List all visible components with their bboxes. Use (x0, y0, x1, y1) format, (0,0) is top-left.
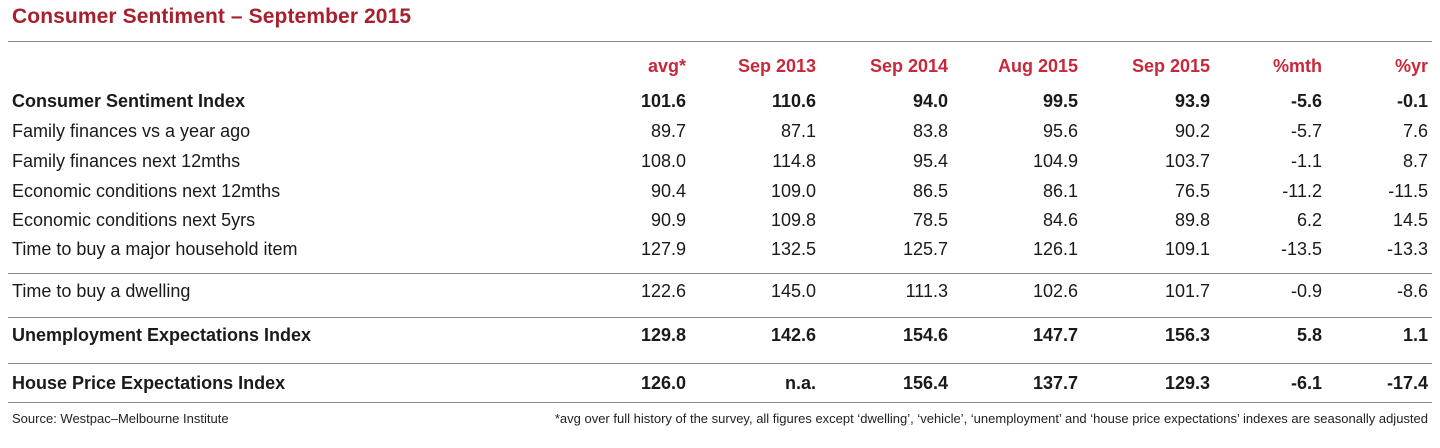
table-cell: 109.8 (770, 210, 816, 230)
table-cell: 137.7 (1032, 373, 1078, 393)
table-cell: -5.6 (1290, 91, 1322, 111)
table-cell: 89.8 (1174, 210, 1210, 230)
table-cell: 76.5 (1174, 181, 1210, 201)
row-label: Consumer Sentiment Index (12, 91, 246, 111)
table-cell: -11.5 (1388, 181, 1428, 201)
table-row: Economic conditions next 5yrs 90.9 109.8… (0, 205, 1440, 235)
table-row: Economic conditions next 12mths 90.4 109… (0, 176, 1440, 206)
table-cell: -17.4 (1386, 373, 1428, 393)
table-cell: 126.1 (1032, 239, 1078, 259)
table-cell: 101.6 (640, 91, 686, 111)
col-header-sep-2013: Sep 2013 (737, 56, 816, 76)
table-row: House Price Expectations Index 126.0 n.a… (0, 368, 1440, 398)
table-cell: 109.1 (1164, 239, 1210, 259)
col-header-pct-year: %yr (1394, 56, 1428, 76)
table-cell: 78.5 (912, 210, 948, 230)
table-cell: 95.6 (1042, 121, 1078, 141)
row-label: Family finances vs a year ago (12, 121, 251, 141)
table-cell: 8.7 (1402, 151, 1428, 171)
table-cell: -0.9 (1290, 281, 1322, 301)
bottom-rule (8, 402, 1432, 403)
table-cell: 95.4 (912, 151, 948, 171)
col-header-pct-month: %mth (1273, 56, 1322, 76)
table-row: Time to buy a major household item 127.9… (0, 234, 1440, 264)
table-cell: 93.9 (1174, 91, 1210, 111)
table-cell: -0.1 (1396, 91, 1428, 111)
table-cell: 90.2 (1174, 121, 1210, 141)
table-cell: 102.6 (1032, 281, 1078, 301)
table-cell: 87.1 (780, 121, 816, 141)
table-cell: 109.0 (770, 181, 816, 201)
col-header-sep-2014: Sep 2014 (869, 56, 948, 76)
table-cell: 99.5 (1042, 91, 1078, 111)
page-title: Consumer Sentiment – September 2015 (12, 5, 412, 28)
table-cell: -11.2 (1282, 181, 1322, 201)
section-divider (8, 273, 1432, 274)
table-cell: 86.5 (912, 181, 948, 201)
table-cell: 90.4 (650, 181, 686, 201)
table-cell: 126.0 (640, 373, 686, 393)
table-cell: 122.6 (640, 281, 686, 301)
row-label: Time to buy a dwelling (12, 281, 191, 301)
table-cell: -8.6 (1396, 281, 1428, 301)
table-row: Consumer Sentiment Index 101.6 110.6 94.… (0, 86, 1440, 116)
table-cell: 110.6 (771, 91, 816, 111)
table-cell: 103.7 (1164, 151, 1210, 171)
table-cell: 1.1 (1402, 325, 1428, 345)
section-divider (8, 317, 1432, 318)
row-label: Unemployment Expectations Index (12, 325, 312, 345)
col-header-sep-2015: Sep 2015 (1131, 56, 1210, 76)
table-cell: -13.5 (1280, 239, 1322, 259)
table-cell: 83.8 (912, 121, 948, 141)
table-cell: 90.9 (650, 210, 686, 230)
table-cell: 132.5 (770, 239, 816, 259)
table-cell: 127.9 (640, 239, 686, 259)
table-cell: 89.7 (650, 121, 686, 141)
col-header-aug-2015: Aug 2015 (997, 56, 1078, 76)
table-cell: 156.4 (902, 373, 948, 393)
table-cell: -6.1 (1290, 373, 1322, 393)
table-cell: 156.3 (1164, 325, 1210, 345)
table-cell: -1.1 (1290, 151, 1322, 171)
table-cell: 108.0 (640, 151, 686, 171)
table-cell: 154.6 (902, 325, 948, 345)
table-row: Family finances next 12mths 108.0 114.8 … (0, 146, 1440, 176)
table-cell: 104.9 (1032, 151, 1078, 171)
table-cell: 14.5 (1392, 210, 1428, 230)
table-cell: -13.3 (1386, 239, 1428, 259)
top-rule (8, 41, 1432, 42)
table-cell: 7.6 (1402, 121, 1428, 141)
table-cell: -5.7 (1290, 121, 1322, 141)
table-row: Time to buy a dwelling 122.6 145.0 111.3… (0, 276, 1440, 306)
row-label: House Price Expectations Index (12, 373, 286, 393)
section-divider (8, 363, 1432, 364)
table-cell: 125.7 (902, 239, 948, 259)
table-cell: 129.3 (1164, 373, 1210, 393)
table-row: Unemployment Expectations Index 129.8 14… (0, 320, 1440, 350)
row-label: Family finances next 12mths (12, 151, 241, 171)
table-cell: 147.7 (1032, 325, 1078, 345)
table-row: Family finances vs a year ago 89.7 87.1 … (0, 116, 1440, 146)
footnote: *avg over full history of the survey, al… (554, 411, 1428, 426)
table-cell: 114.8 (772, 151, 816, 171)
table-cell: 86.1 (1042, 181, 1078, 201)
row-label: Time to buy a major household item (12, 239, 298, 259)
source-note: Source: Westpac–Melbourne Institute (12, 411, 229, 426)
col-header-avg: avg* (647, 56, 686, 76)
table-cell: 5.8 (1296, 325, 1322, 345)
table-cell: 145.0 (770, 281, 816, 301)
row-label: Economic conditions next 5yrs (12, 210, 256, 230)
table-cell: 94.0 (912, 91, 948, 111)
table-cell: n.a. (784, 373, 816, 393)
row-label: Economic conditions next 12mths (12, 181, 281, 201)
table-cell: 6.2 (1296, 210, 1322, 230)
table-cell: 142.6 (770, 325, 816, 345)
table-cell: 129.8 (640, 325, 686, 345)
table-cell: 111.3 (905, 281, 948, 301)
table-cell: 101.7 (1164, 281, 1210, 301)
table-header: avg* Sep 2013 Sep 2014 Aug 2015 Sep 2015… (0, 51, 1440, 81)
table-cell: 84.6 (1042, 210, 1078, 230)
